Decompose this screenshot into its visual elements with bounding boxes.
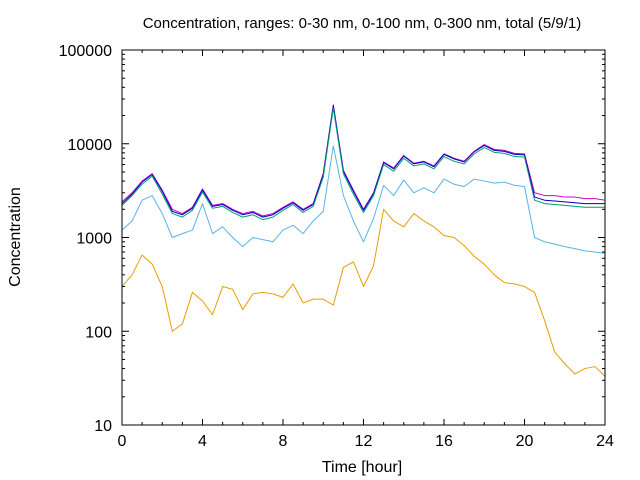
y-tick-label: 100000 — [59, 43, 112, 60]
y-tick-label: 10 — [94, 418, 112, 435]
x-tick-label: 8 — [279, 433, 288, 450]
plot-area — [121, 104, 606, 377]
y-axis-label: Concentration — [7, 187, 24, 287]
series-line-2 — [121, 105, 605, 218]
axis-ticks: 0 4 8 12 16 20 24 10 100 1000 10000 100000 — [59, 43, 614, 450]
x-tick-label: 24 — [596, 433, 614, 450]
x-axis-label: Time [hour] — [322, 459, 402, 476]
y-tick-label: 100 — [85, 324, 112, 341]
y-tick-label: 1000 — [76, 231, 112, 248]
x-tick-label: 12 — [355, 433, 373, 450]
x-tick-label: 4 — [198, 433, 207, 450]
series-line-4 — [121, 145, 606, 254]
y-tick-label: 10000 — [68, 137, 113, 154]
chart-title: Concentration, ranges: 0-30 nm, 0-100 nm… — [143, 15, 582, 32]
x-tick-label: 16 — [435, 433, 453, 450]
series-line-5 — [121, 208, 606, 377]
x-tick-label: 20 — [516, 433, 534, 450]
x-tick-label: 0 — [118, 433, 127, 450]
series-line-3 — [121, 107, 605, 221]
